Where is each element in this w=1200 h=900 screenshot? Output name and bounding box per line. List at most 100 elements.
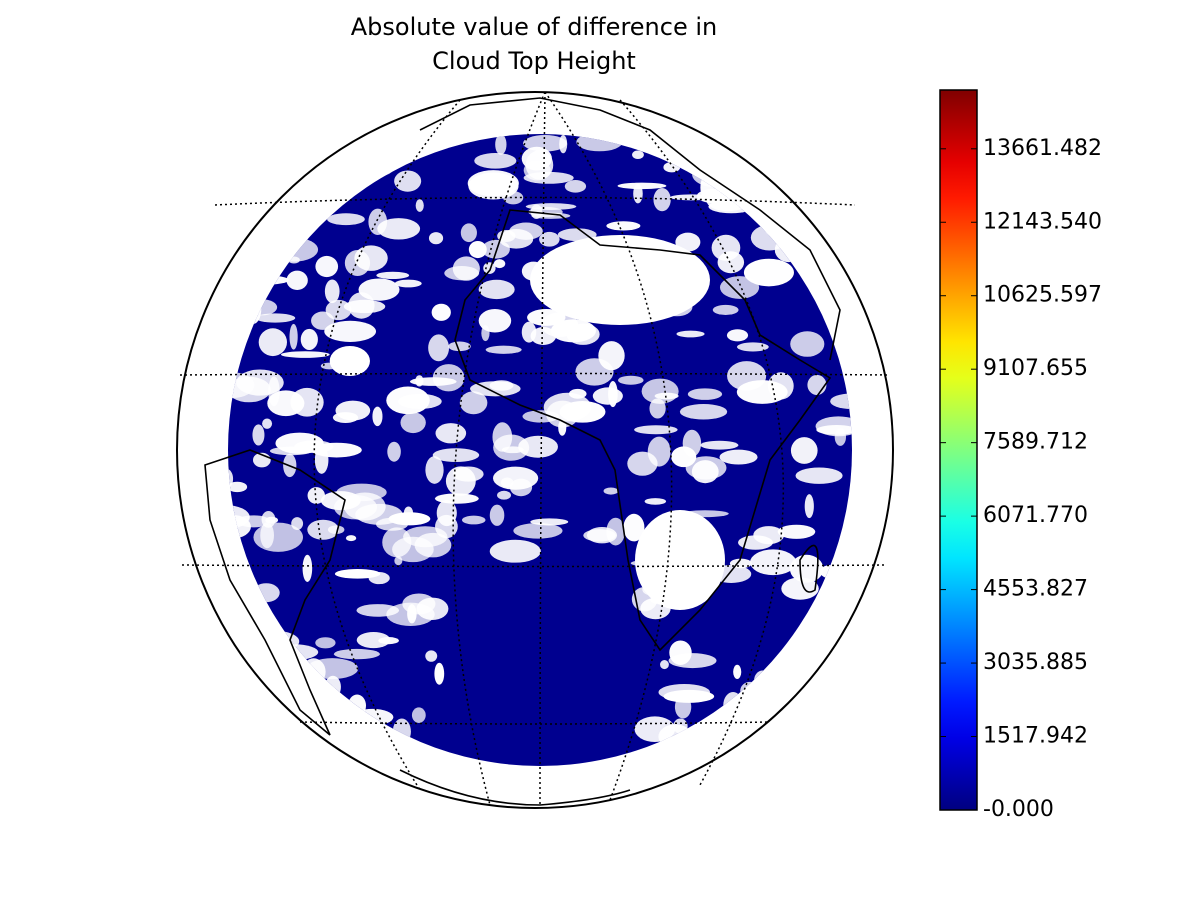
cloud [241,154,278,172]
cloud [315,255,339,278]
cloud [617,182,667,190]
cloud [786,158,810,181]
cloud [281,351,330,358]
cloud [822,742,834,757]
cloud [265,516,279,524]
cloud [702,722,720,740]
cloud [719,276,760,299]
cloud [736,180,772,197]
cloud [258,328,287,357]
cloud [425,650,438,662]
cloud [332,412,359,424]
cloud [790,158,815,182]
cloud [483,262,496,274]
cloud [228,186,272,214]
cloud [356,632,391,649]
colorbar: -0.000 1517.942 3035.885 4553.827 6071.770 75… [939,89,1102,822]
cloud [444,266,480,281]
cloud [327,213,365,226]
cloud [586,527,618,544]
cloud [324,320,377,342]
cloud [747,688,770,705]
cloud [743,258,794,287]
cloud [489,539,541,563]
cloud [647,436,671,467]
colorbar-scale [939,89,978,811]
cloud [311,311,335,330]
cloud [306,658,359,680]
cloud [521,321,537,343]
cloud [723,692,743,719]
cloud [522,410,560,423]
cloud [262,138,301,157]
cloud [539,231,560,247]
cloud [719,449,758,465]
cloud [391,733,405,755]
cloud [262,418,273,429]
cloud [334,568,381,579]
antarctic-coast [399,769,631,806]
cloud [807,374,827,395]
cloud [399,146,412,159]
cloud [790,331,825,357]
cloud [807,684,852,695]
cloud [540,312,579,338]
title-line: Absolute value of difference in [351,13,717,41]
cloud [436,499,457,527]
graticule [179,91,891,809]
cloud [492,466,539,490]
cloud [246,299,278,316]
cloud [700,440,739,450]
cloud [300,328,318,351]
cloud [445,466,476,496]
cloud [459,391,488,415]
cloud [531,212,571,219]
cloud [568,388,587,399]
cloud [344,492,386,521]
cloud [736,742,763,764]
cloud [641,378,679,404]
cloud [673,718,688,734]
cloud [329,345,370,376]
cloud [513,522,563,539]
colorbar-tick-label: 4553.827 [983,577,1088,602]
cloud [781,577,819,600]
cloud [228,729,249,758]
cloud [654,392,679,400]
title-line: Cloud Top Height [432,47,636,75]
cloud [618,375,644,385]
cloud [228,281,236,302]
cloud [634,716,676,742]
cloud [820,564,842,579]
parallel [181,564,886,568]
cloud [796,251,811,270]
cloud [348,694,367,717]
cloud [814,632,848,647]
cloud [687,388,723,400]
cloud [497,490,511,500]
cloud [461,515,486,525]
europe-coast [419,97,841,361]
cloud [448,341,471,352]
cloud [733,664,742,679]
cloud [415,199,424,212]
globe [176,91,894,809]
cloud [245,240,297,258]
colorbar-tick-label: 1517.942 [983,724,1088,749]
cloud [460,223,477,243]
cloud [368,208,388,235]
cloud [238,275,289,285]
cloud [603,487,619,495]
cloud [789,554,824,583]
cloud [632,150,644,160]
cloud [795,691,841,707]
meridian [619,99,785,786]
cloud [415,375,424,387]
cloud [663,689,715,703]
cloud [746,146,773,164]
cloud [523,171,574,184]
cloud [575,358,614,386]
cloud [663,162,681,173]
cloud [660,660,669,670]
cloud [740,681,760,700]
